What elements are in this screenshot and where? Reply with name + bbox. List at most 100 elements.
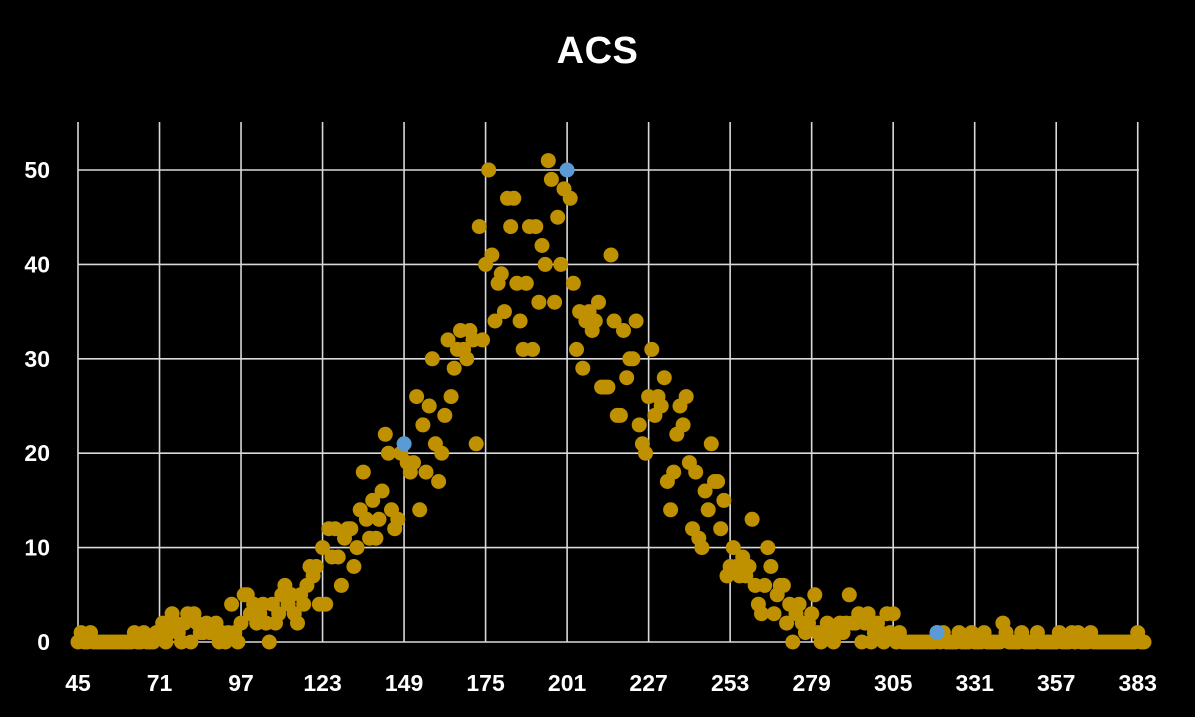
data-point — [418, 464, 434, 480]
x-tick-label: 227 — [629, 670, 667, 696]
highlight-point — [396, 436, 412, 452]
data-point — [619, 370, 635, 386]
data-point — [503, 219, 519, 235]
x-tick-label: 97 — [228, 670, 254, 696]
data-point — [603, 247, 619, 263]
data-point — [754, 606, 769, 622]
data-point — [744, 511, 760, 527]
highlight-point — [929, 625, 945, 641]
data-point — [547, 294, 563, 310]
data-point — [374, 483, 390, 499]
data-point — [725, 540, 741, 556]
data-point — [518, 275, 534, 291]
data-points — [70, 153, 1152, 650]
data-point — [261, 634, 277, 650]
data-point — [804, 606, 820, 622]
data-point — [371, 511, 387, 527]
data-point — [183, 634, 199, 650]
data-point — [694, 540, 710, 556]
data-point — [296, 596, 312, 612]
data-point — [368, 530, 384, 546]
data-point — [330, 549, 346, 565]
data-point — [1136, 634, 1152, 650]
x-tick-label: 383 — [1119, 670, 1157, 696]
data-point — [713, 521, 729, 537]
data-point — [459, 351, 475, 367]
data-point — [553, 256, 569, 272]
data-point — [716, 492, 732, 508]
data-point — [697, 483, 713, 499]
data-point — [628, 313, 644, 329]
data-point — [318, 596, 334, 612]
y-tick-label: 10 — [24, 535, 50, 561]
data-point — [656, 370, 672, 386]
data-point — [308, 559, 324, 574]
x-tick-label: 45 — [65, 670, 91, 696]
data-point — [343, 521, 359, 537]
data-point — [537, 256, 553, 272]
data-point — [484, 247, 500, 263]
data-point — [666, 464, 682, 480]
data-point — [616, 323, 631, 338]
data-point — [779, 615, 795, 631]
data-point — [528, 219, 544, 235]
data-point — [631, 417, 647, 433]
data-point — [600, 379, 616, 395]
data-point — [703, 436, 719, 452]
y-axis-ticks: 0 10 20 30 40 50 — [24, 157, 50, 655]
data-point — [443, 389, 459, 405]
data-point — [644, 341, 660, 357]
data-point — [506, 190, 522, 206]
x-tick-label: 149 — [385, 670, 423, 696]
data-point — [271, 606, 287, 622]
data-point — [575, 360, 591, 376]
grid — [77, 122, 1139, 643]
data-point — [471, 219, 487, 235]
data-point — [612, 407, 628, 423]
data-point — [885, 606, 901, 622]
y-tick-label: 0 — [37, 629, 50, 655]
data-point — [358, 511, 374, 527]
data-point — [525, 341, 541, 357]
data-point — [315, 540, 331, 556]
data-point — [638, 445, 653, 461]
data-point — [290, 615, 305, 631]
x-tick-label: 123 — [303, 670, 341, 696]
data-point — [860, 606, 876, 622]
x-tick-label: 331 — [956, 670, 995, 696]
data-point — [760, 540, 776, 556]
data-point — [675, 417, 691, 433]
data-point — [550, 209, 566, 225]
x-tick-label: 279 — [792, 670, 830, 696]
data-point — [741, 559, 757, 574]
y-tick-label: 50 — [24, 157, 50, 183]
data-point — [496, 304, 512, 320]
data-point — [421, 398, 437, 414]
data-point — [230, 634, 246, 650]
data-point — [355, 464, 371, 480]
x-tick-label: 253 — [711, 670, 749, 696]
data-point — [569, 341, 584, 357]
data-point — [487, 313, 503, 329]
data-point — [349, 540, 365, 556]
data-point — [409, 389, 425, 405]
data-point — [791, 596, 807, 612]
data-point — [512, 313, 528, 329]
data-point — [710, 474, 726, 489]
data-point — [468, 436, 484, 452]
data-point — [540, 153, 556, 169]
data-point — [424, 351, 440, 367]
data-point — [434, 445, 450, 461]
data-point — [440, 332, 456, 348]
data-point — [446, 360, 462, 376]
data-point — [653, 398, 669, 414]
data-point — [625, 351, 641, 367]
data-point — [431, 474, 447, 489]
data-point — [437, 407, 453, 423]
data-point — [327, 521, 343, 537]
data-point — [415, 417, 431, 433]
x-axis-ticks: 45 71 97 123 149 175 201 227 253 279 305 331 357 383 — [65, 670, 1157, 696]
x-tick-label: 71 — [147, 670, 173, 696]
